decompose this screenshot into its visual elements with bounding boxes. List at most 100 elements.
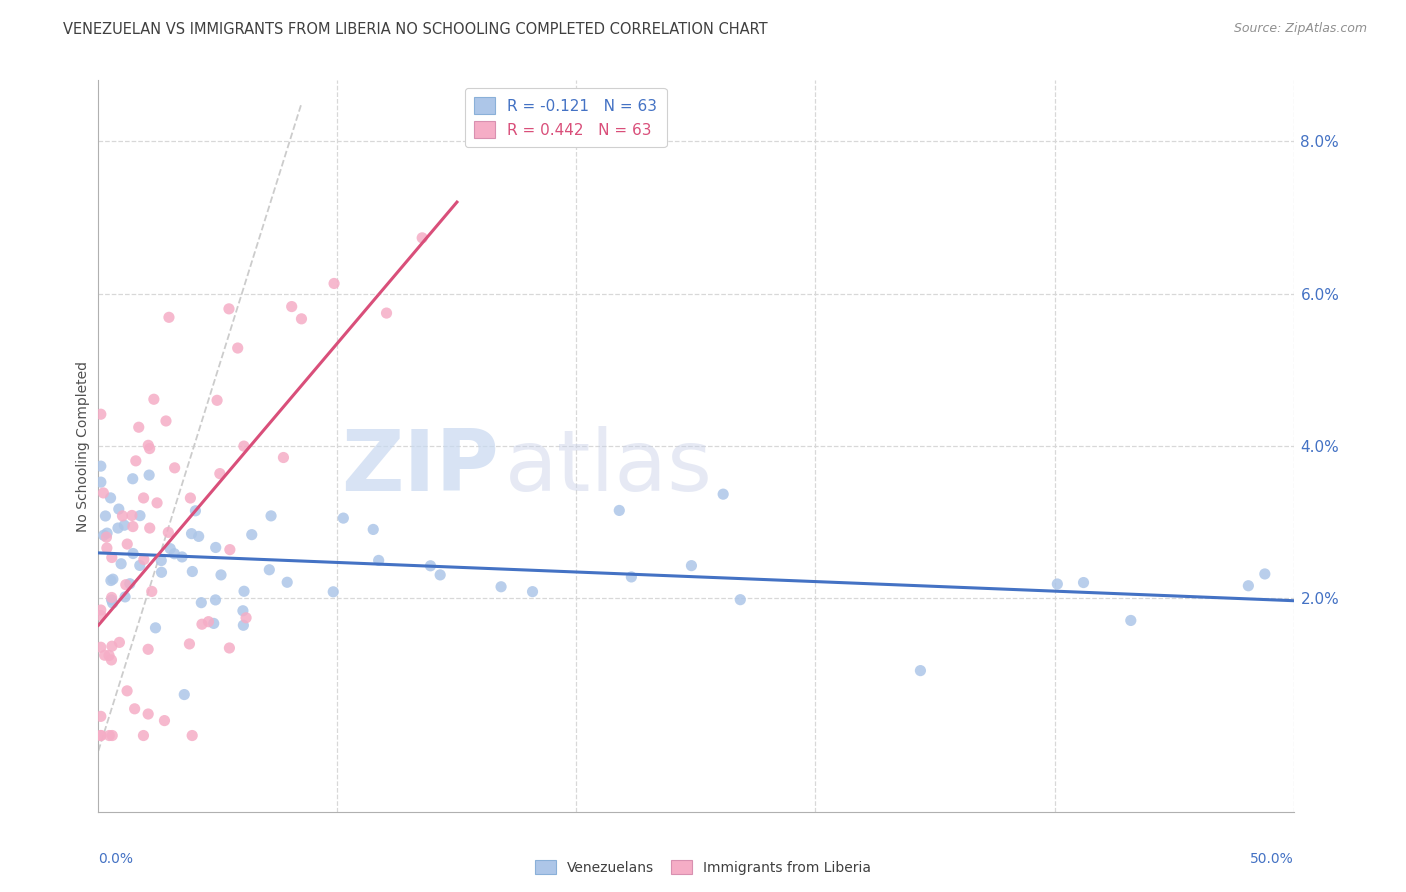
- Point: [218, 640, 240, 655]
- Point: [101, 550, 124, 565]
- Point: [218, 301, 240, 316]
- Point: [141, 584, 163, 599]
- Point: [730, 592, 752, 607]
- Point: [138, 442, 160, 456]
- Point: [163, 547, 186, 561]
- Y-axis label: No Schooling Completed: No Schooling Completed: [76, 360, 90, 532]
- Point: [101, 729, 124, 743]
- Point: [260, 508, 283, 523]
- Text: VENEZUELAN VS IMMIGRANTS FROM LIBERIA NO SCHOOLING COMPLETED CORRELATION CHART: VENEZUELAN VS IMMIGRANTS FROM LIBERIA NO…: [63, 22, 768, 37]
- Point: [170, 549, 193, 564]
- Point: [226, 341, 249, 355]
- Point: [121, 519, 143, 533]
- Point: [150, 566, 173, 580]
- Point: [100, 574, 122, 588]
- Point: [90, 475, 112, 490]
- Point: [332, 511, 354, 525]
- Point: [1073, 575, 1095, 590]
- Point: [191, 617, 214, 632]
- Point: [163, 460, 186, 475]
- Point: [96, 541, 118, 555]
- Point: [132, 491, 155, 505]
- Point: [419, 558, 441, 573]
- Point: [273, 450, 295, 465]
- Point: [204, 541, 226, 555]
- Point: [121, 508, 143, 523]
- Point: [107, 521, 129, 535]
- Point: [429, 568, 451, 582]
- Point: [142, 392, 165, 407]
- Point: [90, 640, 112, 655]
- Point: [111, 508, 134, 523]
- Point: [323, 277, 346, 291]
- Point: [108, 635, 131, 649]
- Point: [411, 231, 433, 245]
- Point: [181, 729, 204, 743]
- Point: [179, 637, 201, 651]
- Point: [522, 584, 544, 599]
- Point: [187, 529, 209, 543]
- Point: [136, 438, 159, 452]
- Point: [124, 702, 146, 716]
- Text: 50.0%: 50.0%: [1250, 852, 1294, 866]
- Point: [96, 526, 118, 541]
- Point: [115, 537, 138, 551]
- Point: [98, 729, 121, 743]
- Point: [153, 714, 176, 728]
- Point: [204, 593, 226, 607]
- Point: [93, 528, 115, 542]
- Point: [114, 590, 136, 604]
- Point: [93, 648, 115, 663]
- Point: [205, 393, 228, 408]
- Point: [208, 467, 231, 481]
- Point: [711, 487, 734, 501]
- Point: [367, 553, 389, 567]
- Point: [93, 486, 115, 500]
- Point: [136, 642, 159, 657]
- Point: [155, 414, 177, 428]
- Point: [620, 570, 643, 584]
- Point: [100, 593, 122, 607]
- Point: [157, 310, 180, 325]
- Point: [107, 502, 129, 516]
- Point: [276, 575, 298, 590]
- Point: [100, 591, 122, 605]
- Point: [138, 468, 160, 483]
- Point: [1119, 614, 1142, 628]
- Point: [101, 596, 124, 610]
- Point: [150, 553, 173, 567]
- Point: [90, 407, 112, 421]
- Point: [146, 496, 169, 510]
- Point: [94, 508, 117, 523]
- Point: [101, 639, 124, 653]
- Point: [681, 558, 703, 573]
- Point: [132, 729, 155, 743]
- Point: [280, 300, 302, 314]
- Text: atlas: atlas: [505, 426, 713, 509]
- Text: 0.0%: 0.0%: [98, 852, 134, 866]
- Point: [90, 608, 112, 623]
- Point: [190, 596, 212, 610]
- Point: [122, 547, 145, 561]
- Legend: Venezuelans, Immigrants from Liberia: Venezuelans, Immigrants from Liberia: [530, 855, 876, 880]
- Legend: R = -0.121   N = 63, R = 0.442   N = 63: R = -0.121 N = 63, R = 0.442 N = 63: [464, 88, 666, 147]
- Point: [361, 523, 384, 537]
- Point: [145, 621, 167, 635]
- Point: [173, 688, 195, 702]
- Point: [180, 526, 202, 541]
- Point: [96, 530, 118, 544]
- Point: [1237, 579, 1260, 593]
- Point: [128, 420, 150, 434]
- Point: [157, 525, 180, 540]
- Point: [98, 648, 121, 663]
- Point: [202, 616, 225, 631]
- Text: Source: ZipAtlas.com: Source: ZipAtlas.com: [1233, 22, 1367, 36]
- Point: [1046, 577, 1069, 591]
- Point: [181, 565, 204, 579]
- Point: [607, 503, 630, 517]
- Point: [100, 653, 122, 667]
- Point: [138, 521, 160, 535]
- Point: [132, 552, 155, 566]
- Point: [128, 558, 150, 573]
- Point: [121, 472, 143, 486]
